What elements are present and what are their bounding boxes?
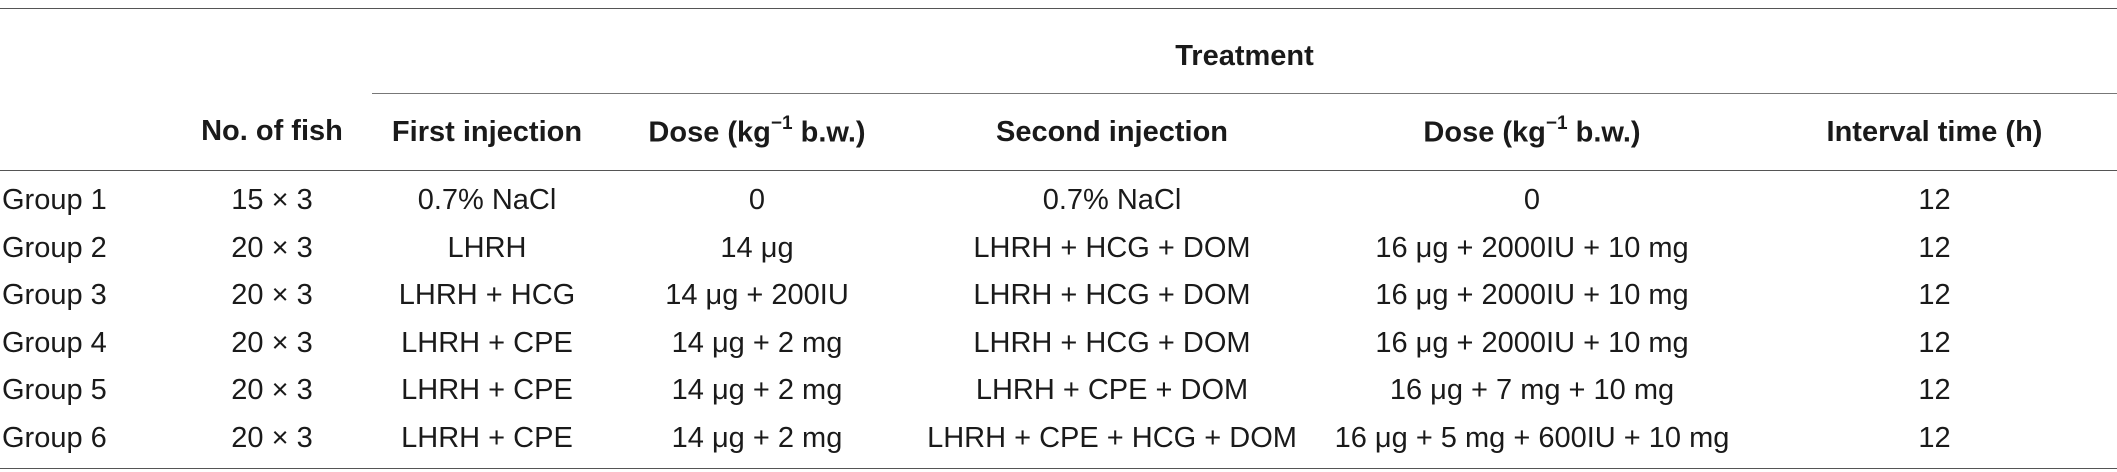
cell-second-injection: LHRH + HCG + DOM bbox=[973, 231, 1251, 264]
table-row: Group 3 20 × 3 LHRH + HCG 14 μg + 200IU … bbox=[0, 272, 2117, 320]
column-header-first-injection: First injection bbox=[372, 93, 602, 171]
column-header-dose-second: Dose (kg−1 b.w.) bbox=[1312, 93, 1752, 171]
empty-header-cell bbox=[0, 8, 172, 94]
cell-interval-time: 12 bbox=[1918, 279, 1951, 312]
cell-group: Group 6 bbox=[0, 414, 172, 469]
cell-group: Group 4 bbox=[2, 326, 107, 359]
dose-label-prefix: Dose (kg bbox=[1423, 116, 1546, 149]
table-row: Group 1 15 × 3 0.7% NaCl 0 0.7% NaCl 0 1… bbox=[0, 171, 2117, 225]
cell-second-injection: LHRH + CPE + HCG + DOM bbox=[912, 414, 1312, 469]
cell-first-injection: LHRH + CPE bbox=[372, 414, 602, 469]
cell-dose-second: 16 μg + 2000IU + 10 mg bbox=[1375, 326, 1689, 359]
empty-header-cell bbox=[172, 8, 372, 94]
cell-dose-second: 16 μg + 7 mg + 10 mg bbox=[1389, 374, 1675, 407]
cell-interval-time: 12 bbox=[1918, 231, 1951, 264]
cell-first-injection: 0.7% NaCl bbox=[417, 184, 557, 217]
cell-second-injection: LHRH + CPE + DOM bbox=[975, 374, 1249, 407]
dose-label-exponent: −1 bbox=[1545, 112, 1568, 134]
cell-first-injection: LHRH + HCG bbox=[398, 279, 576, 312]
cell-no-of-fish: 15 × 3 bbox=[231, 184, 313, 217]
cell-group: Group 2 bbox=[2, 231, 107, 264]
cell-first-injection: LHRH + CPE bbox=[401, 374, 573, 407]
table-row: Group 2 20 × 3 LHRH 14 μg LHRH + HCG + D… bbox=[0, 225, 2117, 273]
column-header-group bbox=[0, 93, 172, 171]
table-row: Group 4 20 × 3 LHRH + CPE 14 μg + 2 mg L… bbox=[0, 320, 2117, 368]
cell-group: Group 5 bbox=[2, 374, 107, 407]
cell-dose-first: 14 μg + 2 mg bbox=[671, 374, 843, 407]
column-header-no-of-fish: No. of fish bbox=[172, 93, 372, 171]
column-header-second-injection: Second injection bbox=[912, 93, 1312, 171]
column-header-row: No. of fish First injection Dose (kg−1 b… bbox=[0, 93, 2117, 171]
dose-label-prefix: Dose (kg bbox=[648, 116, 771, 149]
cell-no-of-fish: 20 × 3 bbox=[231, 279, 313, 312]
cell-dose-first: 14 μg bbox=[720, 231, 794, 264]
table-row: Group 6 20 × 3 LHRH + CPE 14 μg + 2 mg L… bbox=[0, 414, 2117, 469]
cell-group: Group 1 bbox=[2, 184, 107, 217]
table-row: Group 5 20 × 3 LHRH + CPE 14 μg + 2 mg L… bbox=[0, 367, 2117, 415]
cell-interval-time: 12 bbox=[1918, 326, 1951, 359]
dose-label-suffix: b.w.) bbox=[792, 116, 866, 149]
column-header-dose-first: Dose (kg−1 b.w.) bbox=[602, 93, 912, 171]
dose-label-suffix: b.w.) bbox=[1567, 116, 1641, 149]
column-header-interval-time: Interval time (h) bbox=[1752, 93, 2117, 171]
cell-interval-time: 12 bbox=[1752, 414, 2117, 469]
cell-dose-first: 14 μg + 2 mg bbox=[602, 414, 912, 469]
treatment-table: Treatment No. of fish First injection Do… bbox=[0, 8, 2117, 469]
cell-no-of-fish: 20 × 3 bbox=[231, 326, 313, 359]
cell-first-injection: LHRH + CPE bbox=[401, 326, 573, 359]
dose-label-exponent: −1 bbox=[770, 112, 793, 134]
cell-second-injection: 0.7% NaCl bbox=[1042, 184, 1182, 217]
cell-second-injection: LHRH + HCG + DOM bbox=[973, 279, 1251, 312]
cell-dose-second: 16 μg + 2000IU + 10 mg bbox=[1375, 279, 1689, 312]
cell-dose-second: 16 μg + 2000IU + 10 mg bbox=[1375, 231, 1689, 264]
cell-interval-time: 12 bbox=[1918, 184, 1951, 217]
cell-interval-time: 12 bbox=[1918, 374, 1951, 407]
cell-group: Group 3 bbox=[2, 279, 107, 312]
cell-no-of-fish: 20 × 3 bbox=[172, 414, 372, 469]
cell-second-injection: LHRH + HCG + DOM bbox=[973, 326, 1251, 359]
cell-dose-first: 0 bbox=[748, 184, 766, 217]
group-header-row: Treatment bbox=[0, 8, 2117, 94]
cell-dose-first: 14 μg + 2 mg bbox=[671, 326, 843, 359]
cell-no-of-fish: 20 × 3 bbox=[231, 374, 313, 407]
treatment-group-header: Treatment bbox=[372, 8, 2117, 94]
cell-no-of-fish: 20 × 3 bbox=[231, 231, 313, 264]
cell-dose-first: 14 μg + 200IU bbox=[665, 279, 849, 312]
cell-first-injection: LHRH bbox=[447, 231, 527, 264]
cell-dose-second: 16 μg + 5 mg + 600IU + 10 mg bbox=[1312, 414, 1752, 469]
cell-dose-second: 0 bbox=[1523, 184, 1541, 217]
